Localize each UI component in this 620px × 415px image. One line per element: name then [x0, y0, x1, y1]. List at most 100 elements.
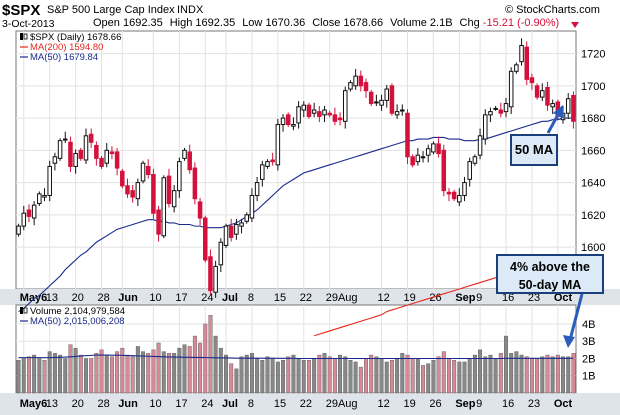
- candle-body: [545, 86, 550, 106]
- candle-body: [151, 174, 156, 214]
- candle-body: [145, 165, 151, 176]
- volume-bar: [198, 342, 203, 394]
- volume-bar: [182, 344, 187, 394]
- volume-bar: [462, 361, 467, 394]
- candle-body: [431, 143, 436, 153]
- volume-legend-label: MA(50) 2,015,006,208: [30, 316, 125, 327]
- date-axis-label-bottom: 29Aug: [326, 398, 358, 410]
- candle-body: [104, 149, 110, 164]
- date-axis-label-bottom: 15: [274, 398, 286, 410]
- volume-bar: [426, 363, 431, 394]
- volume-bar: [52, 353, 57, 394]
- volume-legend-label: Volume 2,104,979,584: [30, 306, 125, 317]
- candle: [503, 97, 509, 118]
- candle: [223, 223, 229, 248]
- volume-bar: [348, 360, 353, 394]
- volume-bar: [374, 356, 379, 394]
- candle: [83, 128, 89, 165]
- candle-body: [368, 91, 374, 105]
- candle-body: [192, 167, 198, 200]
- volume-bar: [327, 356, 332, 394]
- volume-bar: [146, 353, 151, 394]
- candle-body: [52, 156, 58, 164]
- volume-bar: [115, 351, 120, 394]
- candle-body: [540, 90, 545, 98]
- candle-icon: [20, 33, 23, 40]
- candle-body: [47, 165, 52, 196]
- candle-body: [425, 148, 431, 156]
- volume-bar: [255, 358, 260, 394]
- volume-bar: [384, 361, 389, 394]
- candle: [104, 143, 110, 168]
- candle-body: [348, 82, 353, 90]
- candle: [42, 188, 47, 202]
- candle: [400, 104, 405, 116]
- candle: [161, 175, 167, 239]
- price-axis-tick: 1720: [581, 49, 605, 61]
- volume-bar: [239, 356, 244, 394]
- candle-body: [493, 107, 498, 110]
- candle-body: [228, 225, 234, 238]
- candle: [405, 109, 410, 165]
- stat-label: High: [169, 17, 196, 29]
- volume-bar: [161, 351, 166, 394]
- volume-bar: [156, 342, 161, 394]
- volume-bar: [364, 358, 368, 394]
- candle: [202, 215, 208, 263]
- candle-body: [322, 109, 327, 116]
- candle: [187, 144, 192, 174]
- candle-body: [99, 157, 104, 167]
- candle: [291, 117, 296, 131]
- volume-bar: [395, 358, 400, 394]
- volume-bar: [37, 358, 42, 394]
- candle: [462, 176, 467, 202]
- volume-bar: [203, 323, 208, 394]
- candle-body: [384, 88, 390, 101]
- date-axis-label-bottom: May6: [20, 398, 48, 410]
- date-axis-label-bottom: 24: [201, 398, 213, 410]
- candle-body: [451, 191, 457, 200]
- stat-high: High 1692.35: [170, 17, 235, 29]
- date-axis-label-bottom: 8: [248, 398, 254, 410]
- volume-bar: [436, 356, 441, 394]
- volume-axis-tick: 3B: [582, 336, 595, 348]
- candle: [436, 136, 441, 158]
- candle-body: [317, 111, 322, 117]
- candle: [534, 83, 540, 100]
- volume-bar: [125, 354, 130, 394]
- volume-bar: [301, 360, 306, 394]
- stat-close: Close 1678.66: [312, 17, 383, 29]
- candle: [550, 99, 555, 115]
- volume-bar: [281, 360, 286, 394]
- date-axis-label-bottom: 17: [175, 398, 187, 410]
- volume-bar: [307, 360, 311, 394]
- candle: [140, 160, 146, 184]
- date-axis-label: 8: [248, 292, 254, 304]
- candle: [519, 38, 524, 66]
- volume-bar: [16, 360, 21, 394]
- candle-body: [467, 161, 472, 180]
- callout-4pct-line2: 50-day MA: [518, 278, 582, 292]
- stat-value: 1678.66: [343, 17, 384, 29]
- candle-body: [291, 124, 296, 127]
- candle-body: [508, 70, 514, 108]
- candle: [260, 160, 265, 187]
- stat-volume: Volume 2.1B: [390, 17, 452, 29]
- watermark: © StockCharts.com: [505, 4, 600, 16]
- stat-open: Open 1692.35: [93, 17, 163, 29]
- candle-body: [457, 194, 462, 203]
- candle: [415, 147, 421, 166]
- candle-body: [202, 217, 208, 261]
- volume-bar: [265, 356, 270, 394]
- volume-bar: [213, 335, 218, 394]
- candle: [275, 118, 281, 171]
- volume-bar: [493, 358, 498, 394]
- volume-icon: [23, 307, 28, 314]
- candle: [488, 107, 493, 123]
- candle: [363, 78, 369, 98]
- candle: [451, 189, 457, 202]
- candle: [208, 249, 213, 295]
- stat-label: Low: [242, 17, 266, 29]
- date-axis-label-bottom: Sep: [455, 398, 475, 410]
- volume-bar: [244, 354, 249, 394]
